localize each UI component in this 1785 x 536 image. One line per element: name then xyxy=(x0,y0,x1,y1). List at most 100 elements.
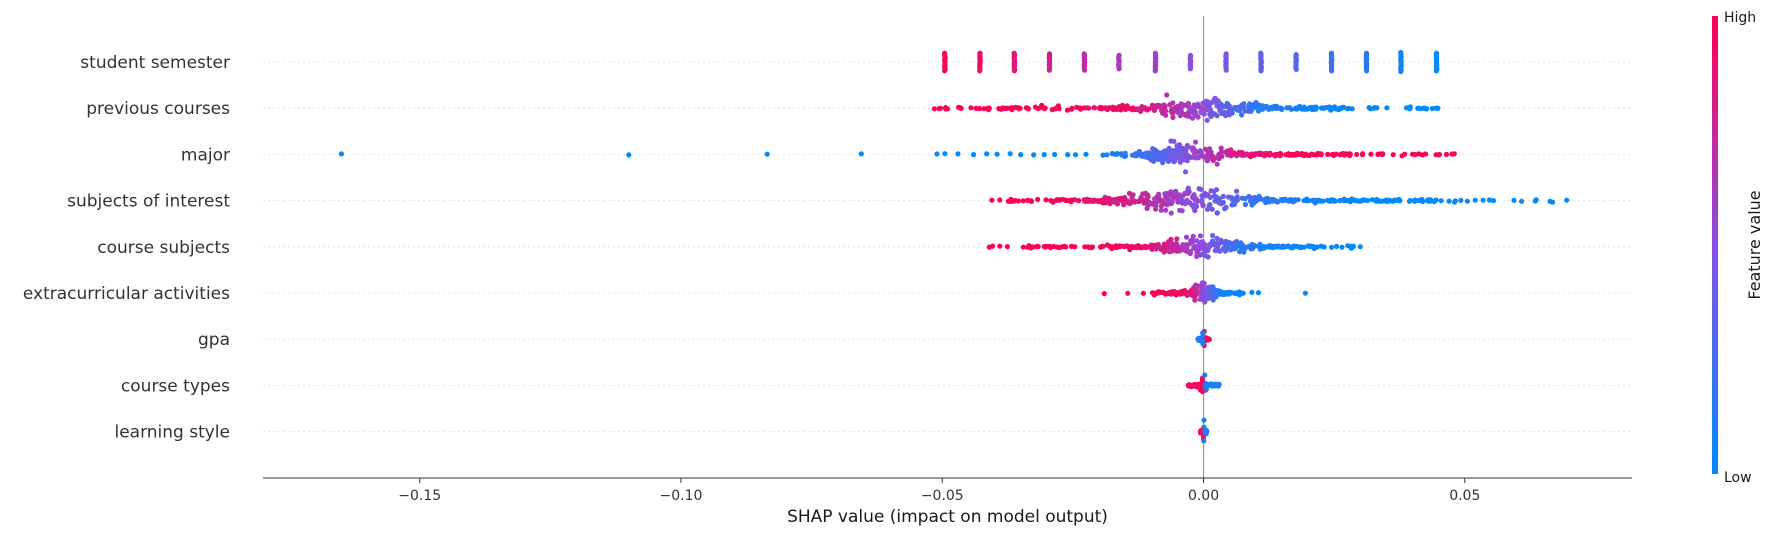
feature-label-subjects-of-interest: subjects of interest xyxy=(67,192,230,212)
dot-subjects-of-interest xyxy=(1125,199,1131,205)
dot-subjects-of-interest xyxy=(1158,207,1164,213)
dot-extracurricular-activities xyxy=(1302,290,1308,296)
dot-subjects-of-interest xyxy=(1129,195,1135,201)
dot-course-subjects xyxy=(1199,239,1205,245)
dot-previous-courses xyxy=(1329,105,1335,111)
dot-student-semester xyxy=(1398,68,1404,75)
dot-previous-courses xyxy=(1217,108,1223,114)
dot-subjects-of-interest xyxy=(1230,197,1236,203)
dot-course-subjects xyxy=(1339,244,1345,250)
dot-course-subjects xyxy=(1166,248,1172,254)
dot-previous-courses xyxy=(1194,103,1200,109)
dot-subjects-of-interest xyxy=(1149,200,1155,206)
dot-course-subjects xyxy=(1224,241,1230,247)
dot-previous-courses xyxy=(1025,106,1032,112)
dot-subjects-of-interest xyxy=(1262,197,1268,203)
x-axis-title: SHAP value (impact on model output) xyxy=(787,507,1108,527)
dot-subjects-of-interest xyxy=(1273,199,1280,205)
dot-extracurricular-activities xyxy=(1249,289,1255,295)
feature-label-extracurricular-activities: extracurricular activities xyxy=(23,284,230,304)
dot-course-subjects xyxy=(1168,236,1174,242)
dot-subjects-of-interest xyxy=(1204,206,1211,212)
dot-course-subjects xyxy=(1217,248,1223,254)
dot-previous-courses xyxy=(1042,105,1048,111)
dot-major xyxy=(1306,152,1312,159)
dot-subjects-of-interest xyxy=(1209,206,1215,212)
dot-major xyxy=(1131,152,1137,158)
dot-subjects-of-interest xyxy=(1043,197,1049,203)
dot-extracurricular-activities xyxy=(1197,283,1203,289)
dot-subjects-of-interest xyxy=(1213,187,1220,193)
dot-major xyxy=(1257,150,1264,156)
dot-subjects-of-interest xyxy=(989,197,995,203)
dot-subjects-of-interest xyxy=(1015,198,1022,204)
dot-subjects-of-interest xyxy=(1304,198,1310,204)
dot-course-subjects xyxy=(1057,244,1063,251)
dot-course-subjects xyxy=(1329,244,1335,250)
dot-major xyxy=(1162,151,1168,157)
row-gridlines xyxy=(263,61,1632,433)
dot-subjects-of-interest xyxy=(1269,196,1275,203)
dot-course-subjects xyxy=(1214,235,1220,241)
dot-major xyxy=(1193,149,1199,155)
dot-major xyxy=(1115,151,1121,157)
feature-label-learning-style: learning style xyxy=(114,423,230,443)
dot-subjects-of-interest xyxy=(1317,198,1323,204)
dot-student-semester xyxy=(942,68,948,74)
dot-course-subjects xyxy=(1248,242,1255,248)
dot-course-subjects xyxy=(1197,233,1203,239)
dot-previous-courses xyxy=(1429,105,1435,112)
dot-subjects-of-interest xyxy=(1407,197,1413,204)
dot-subjects-of-interest xyxy=(1396,198,1403,204)
dot-course-subjects xyxy=(1285,243,1291,249)
dot-course-subjects xyxy=(1133,245,1140,251)
feature-label-course-types: course types xyxy=(121,376,230,396)
dot-course-subjects xyxy=(986,244,992,250)
dot-previous-courses xyxy=(1238,104,1245,110)
dot-subjects-of-interest xyxy=(1102,194,1108,200)
dot-course-subjects xyxy=(1232,245,1239,251)
dot-subjects-of-interest xyxy=(1175,199,1181,205)
dot-subjects-of-interest xyxy=(1081,197,1087,203)
dot-student-semester xyxy=(1293,66,1299,72)
dot-major xyxy=(1041,152,1047,158)
dot-course-subjects xyxy=(1157,244,1163,251)
dot-course-subjects xyxy=(1145,244,1151,250)
dot-extracurricular-activities xyxy=(1184,292,1190,298)
dot-subjects-of-interest xyxy=(1035,196,1041,203)
dot-major xyxy=(1451,151,1457,157)
dot-course-subjects xyxy=(1272,244,1278,250)
dot-subjects-of-interest xyxy=(1182,200,1188,206)
dot-previous-courses xyxy=(1313,104,1319,110)
dot-course-subjects xyxy=(1194,238,1200,244)
dot-extracurricular-activities xyxy=(1101,291,1107,297)
dot-subjects-of-interest xyxy=(1196,186,1202,192)
dot-extracurricular-activities xyxy=(1216,288,1222,294)
dot-course-types xyxy=(1199,377,1205,383)
dot-major xyxy=(1216,152,1222,158)
dot-course-types xyxy=(1213,383,1219,389)
dot-subjects-of-interest xyxy=(1564,197,1570,203)
dot-major xyxy=(1018,152,1024,158)
dot-subjects-of-interest xyxy=(1234,188,1240,194)
dot-major xyxy=(1195,154,1201,160)
dot-course-subjects xyxy=(1030,244,1036,250)
dot-major xyxy=(971,152,977,158)
dot-student-semester xyxy=(1364,68,1370,74)
dot-subjects-of-interest xyxy=(1120,195,1126,201)
dot-major xyxy=(1218,145,1224,151)
dot-major xyxy=(1149,151,1155,157)
dot-course-types xyxy=(1208,381,1214,387)
dot-subjects-of-interest xyxy=(1472,197,1478,203)
x-tick-label: −0.05 xyxy=(921,488,964,504)
dot-major xyxy=(1172,158,1178,164)
dot-major xyxy=(1244,151,1250,157)
dot-student-semester xyxy=(1082,67,1088,73)
dot-previous-courses xyxy=(1114,106,1120,113)
dot-course-subjects xyxy=(1089,244,1095,250)
dot-previous-courses xyxy=(1007,105,1013,111)
dot-major xyxy=(1267,151,1273,157)
dot-subjects-of-interest xyxy=(1094,198,1101,204)
dot-previous-courses xyxy=(1163,112,1169,118)
